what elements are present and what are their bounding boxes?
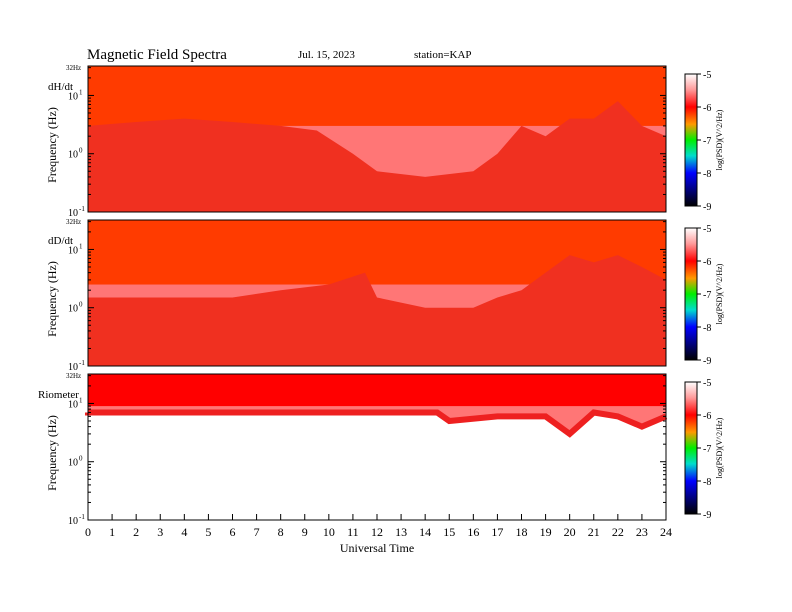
colorbar-tick-label: -6 <box>703 103 711 114</box>
panel-frame <box>87 219 667 367</box>
colorbar-tick-label: -9 <box>703 356 711 367</box>
x-tick-label: 1 <box>109 525 115 539</box>
colorbar-tick-label: -8 <box>703 169 711 180</box>
x-tick-label: 13 <box>395 525 407 539</box>
y-tick-label: 10 <box>68 516 78 527</box>
y-tick-exponent: 0 <box>79 455 83 463</box>
panel-frame <box>87 65 667 213</box>
top-frequency-label: 32Hz <box>66 218 81 226</box>
colorbar-label: log(PSD)(V^2/Hz) <box>715 263 724 324</box>
y-axis-label: Frequency (Hz) <box>45 107 59 183</box>
y-tick-label: 10 <box>68 245 78 256</box>
top-frequency-label: 32Hz <box>66 372 81 380</box>
x-tick-label: 7 <box>254 525 260 539</box>
x-tick-label: 10 <box>323 525 335 539</box>
colorbar <box>684 227 698 361</box>
y-tick-exponent: 1 <box>79 242 83 250</box>
colorbar-tick-label: -9 <box>703 510 711 521</box>
x-tick-label: 21 <box>588 525 600 539</box>
y-tick-label: 10 <box>68 208 78 219</box>
y-tick-exponent: 1 <box>79 396 83 404</box>
band-5 <box>88 374 666 407</box>
x-tick-label: 5 <box>205 525 211 539</box>
figure-station: station=KAP <box>414 49 472 61</box>
x-tick-label: 14 <box>419 525 431 539</box>
x-tick-label: 24 <box>660 525 672 539</box>
colorbar-tick-label: -8 <box>703 323 711 334</box>
x-tick-label: 11 <box>347 525 359 539</box>
y-tick-label: 10 <box>68 150 78 161</box>
x-tick-label: 3 <box>157 525 163 539</box>
y-tick-label: 10 <box>68 399 78 410</box>
x-tick-label: 16 <box>467 525 479 539</box>
x-axis-label: Universal Time <box>340 541 414 555</box>
x-axis: 0 1 2 3 4 5 6 7 8 9 10 11 12 13 14 15 16 17 18 19 20 21 22 23 24 <box>85 514 672 539</box>
colorbar-tick-label: -5 <box>703 70 711 81</box>
y-tick-exponent: -1 <box>79 205 85 213</box>
colorbar-tick-label: -7 <box>703 444 711 455</box>
x-tick-label: 17 <box>491 525 503 539</box>
figure-date: Jul. 15, 2023 <box>298 49 355 61</box>
panel-name: dH/dt <box>48 81 73 93</box>
colorbar-tick-label: -7 <box>703 290 711 301</box>
colorbar-label: log(PSD)(V^2/Hz) <box>715 109 724 170</box>
y-tick-label: 10 <box>68 304 78 315</box>
x-tick-label: 12 <box>371 525 383 539</box>
panel-name: Riometer <box>38 389 79 401</box>
activity-region <box>88 101 666 212</box>
colorbar-tick-label: -9 <box>703 202 711 213</box>
y-axis-label: Frequency (Hz) <box>45 261 59 337</box>
activity-region <box>88 412 666 520</box>
x-tick-label: 22 <box>612 525 624 539</box>
colorbar <box>684 73 698 207</box>
top-frequency-label: 32Hz <box>66 64 81 72</box>
y-tick-label: 10 <box>68 362 78 373</box>
colorbar-tick-label: -5 <box>703 378 711 389</box>
figure-title: Magnetic Field Spectra <box>87 47 227 63</box>
x-tick-label: 20 <box>564 525 576 539</box>
colorbar-tick-label: -5 <box>703 224 711 235</box>
y-tick-exponent: -1 <box>79 513 85 521</box>
colorbar-tick-label: -7 <box>703 136 711 147</box>
colorbar-tick-label: -6 <box>703 257 711 268</box>
colorbar-tick-label: -8 <box>703 477 711 488</box>
x-tick-label: 4 <box>181 525 187 539</box>
x-tick-label: 0 <box>85 525 91 539</box>
x-tick-label: 9 <box>302 525 308 539</box>
y-tick-exponent: 1 <box>79 88 83 96</box>
y-axis-label: Frequency (Hz) <box>45 415 59 491</box>
colorbar-label: log(PSD)(V^2/Hz) <box>715 417 724 478</box>
colorbar-tick-label: -6 <box>703 411 711 422</box>
y-tick-label: 10 <box>68 458 78 469</box>
y-tick-label: 10 <box>68 91 78 102</box>
colorbar <box>684 381 698 515</box>
x-tick-label: 2 <box>133 525 139 539</box>
x-tick-label: 6 <box>230 525 236 539</box>
y-tick-exponent: 0 <box>79 147 83 155</box>
y-tick-exponent: 0 <box>79 301 83 309</box>
x-tick-label: 19 <box>540 525 552 539</box>
panel-name: dD/dt <box>48 235 73 247</box>
riometer-edge <box>85 409 668 438</box>
band-5 <box>88 66 666 126</box>
activity-region <box>88 255 666 366</box>
x-tick-label: 15 <box>443 525 455 539</box>
x-tick-label: 18 <box>516 525 528 539</box>
y-tick-exponent: -1 <box>79 359 85 367</box>
x-tick-label: 8 <box>278 525 284 539</box>
x-tick-label: 23 <box>636 525 648 539</box>
